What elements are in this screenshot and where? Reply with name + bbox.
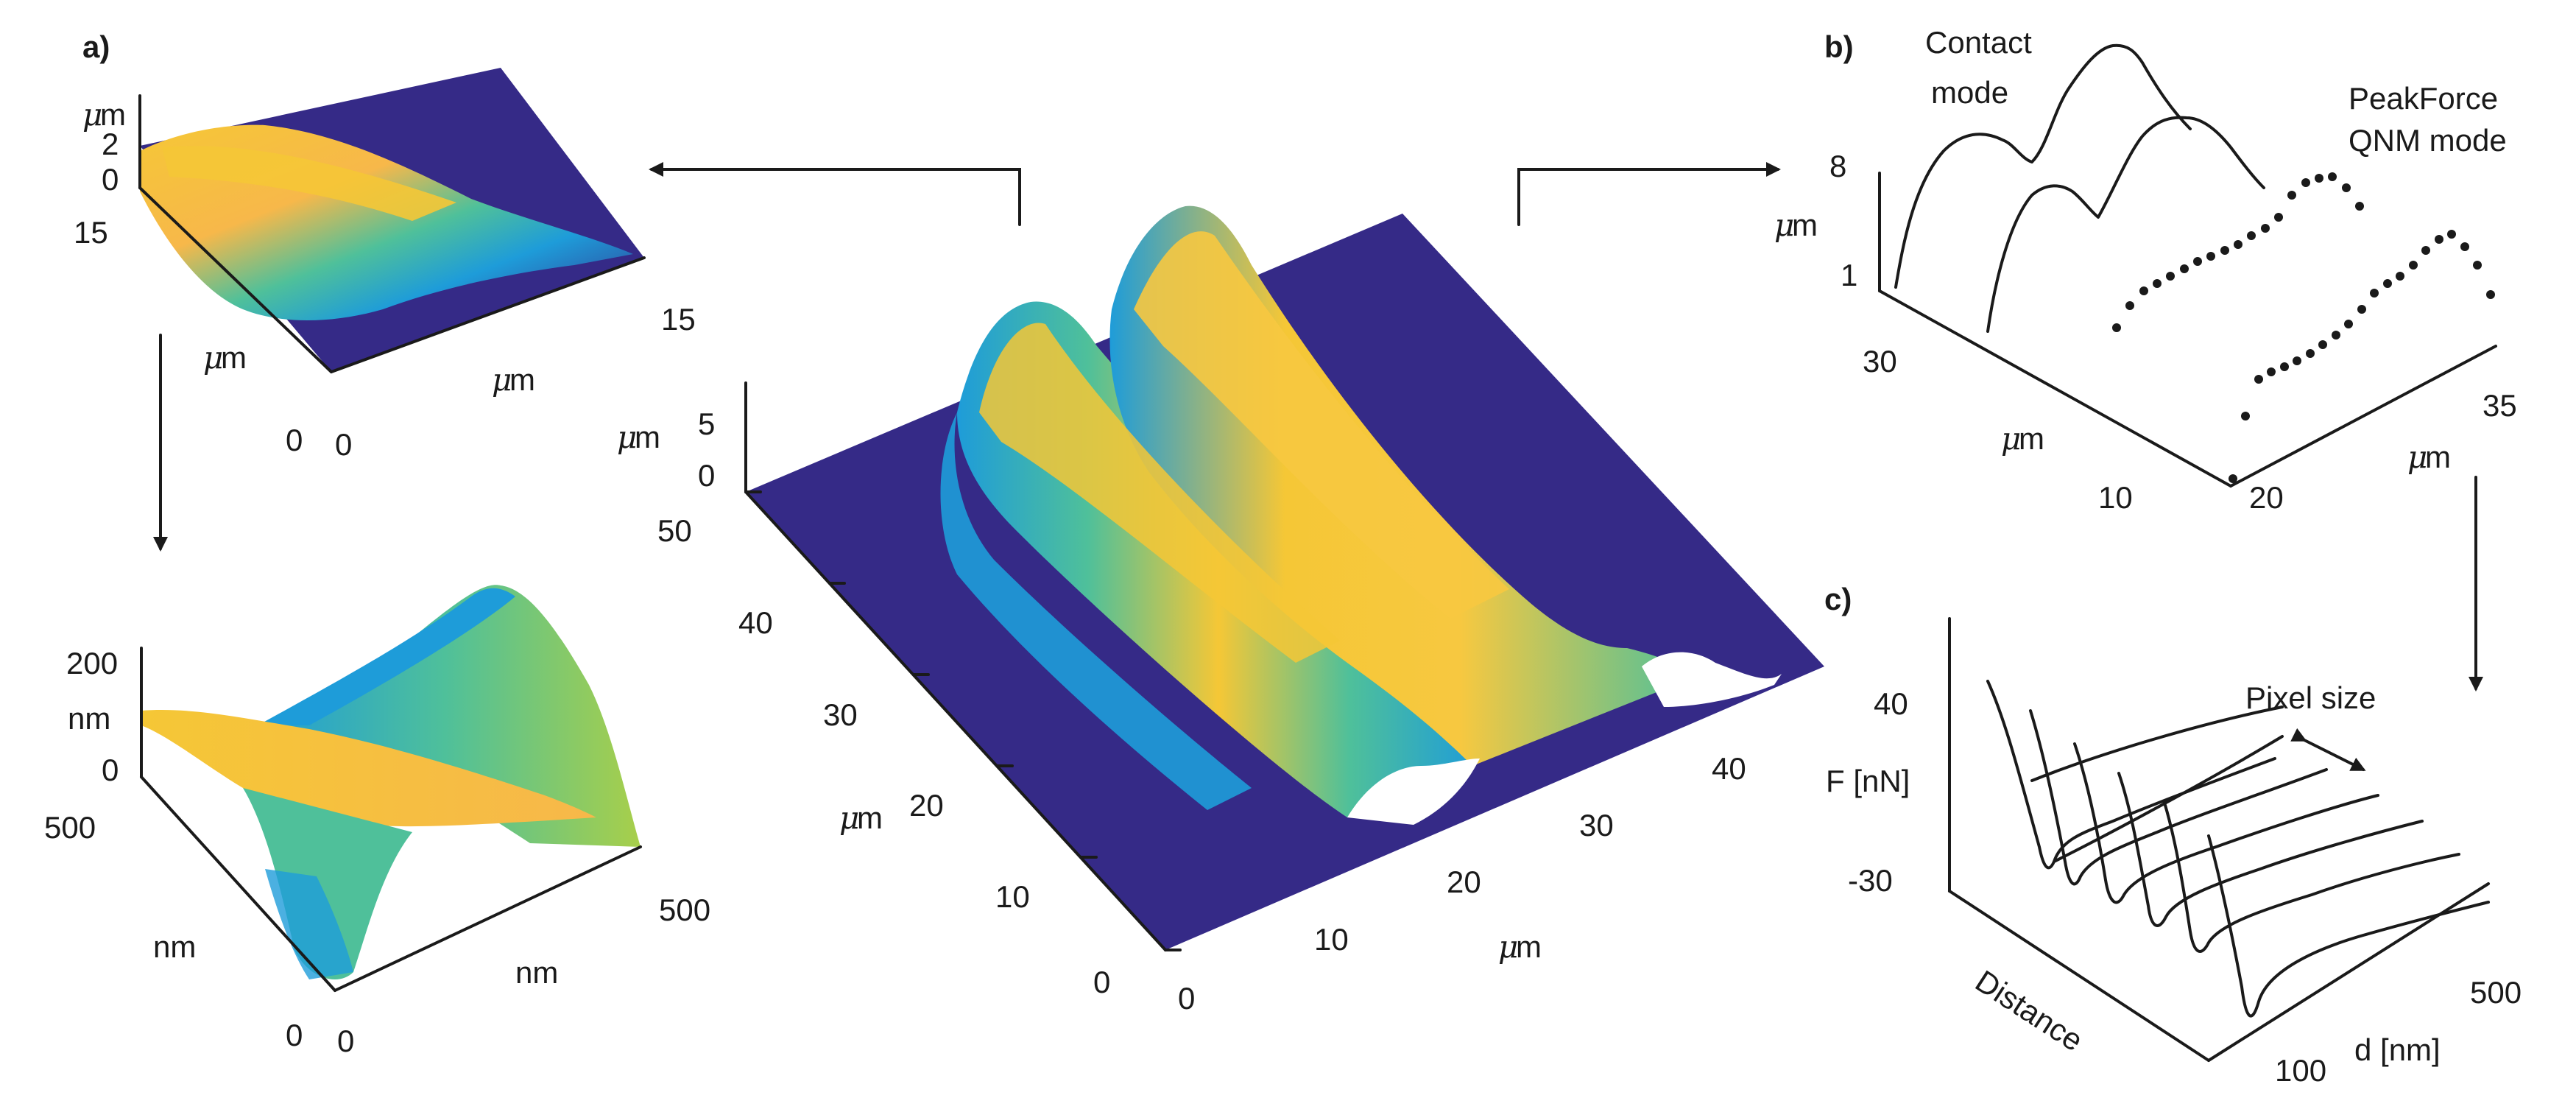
panel-a-top-y-tick: 15 <box>74 215 108 250</box>
panel-c-force-curve <box>2073 742 2379 904</box>
center-x-micro: μ <box>1498 929 1518 965</box>
panel-b-x-axis <box>2229 345 2497 488</box>
center-x-tick: 30 <box>1579 808 1614 842</box>
center-y-tick: 50 <box>657 513 692 548</box>
panel-a-top-z-tick: 2 <box>102 127 119 161</box>
center-x-unit: m <box>1516 929 1542 964</box>
panel-b-x-tick: 35 <box>2483 388 2517 423</box>
panel-b-contact-label-1: Contact <box>1925 25 2032 60</box>
center-x-tick: 40 <box>1712 751 1746 786</box>
center-y-tick: 20 <box>909 788 944 823</box>
panel-a-bottom-x-tick: 0 <box>337 1024 354 1058</box>
panel-a-top-y-micro: μ <box>203 339 223 376</box>
panel-c-x-label: d [nm] <box>2354 1032 2441 1067</box>
panel-b-qnm-label-1: PeakForce <box>2349 81 2498 116</box>
panel-b-contact-label-2: mode <box>1931 75 2008 110</box>
panel-c-label: c) <box>1824 582 1852 616</box>
center-y-tick: 40 <box>738 605 773 640</box>
panel-c-force-curve <box>2163 801 2460 953</box>
panel-a-bottom-surface-back <box>250 585 641 847</box>
panel-a-top-x-tick: 0 <box>335 427 352 462</box>
panel-c-force-curve <box>2207 834 2490 1018</box>
panel-c-annotation: Pixel size <box>2245 680 2376 715</box>
panel-a-top-plot: a) μ m 2 0 15 μ m 0 0 μ m 15 <box>74 29 696 462</box>
panel-a-bottom-x-axis <box>334 845 642 992</box>
panel-b-qnm-series-2 <box>2229 230 2495 483</box>
panel-c-connector <box>2053 735 2284 863</box>
panel-a-top-y-unit: m <box>221 340 247 375</box>
panel-b-label: b) <box>1824 29 1854 64</box>
panel-b-y-unit: m <box>2019 421 2044 456</box>
panel-a-top-z-tick: 0 <box>102 162 119 197</box>
center-x-tick: 10 <box>1314 922 1349 957</box>
panel-a-bottom-z-unit: nm <box>68 701 110 736</box>
panel-a-top-x-axis <box>330 256 646 373</box>
panel-c-y-label: F [nN] <box>1826 764 1910 798</box>
center-y-tick: 10 <box>995 879 1030 914</box>
center-y-micro: μ <box>839 800 859 836</box>
panel-a-top-z-micro: μ <box>82 96 102 133</box>
panel-c-pixel-size-arrow <box>2290 728 2366 771</box>
panel-b-contact-curve-1 <box>1894 43 2192 289</box>
panel-b-y-tick: 30 <box>1863 344 1897 379</box>
panel-c-y-tick: -30 <box>1848 863 1893 898</box>
center-z-tick: 0 <box>698 458 715 493</box>
panel-b-qnm-label-2: QNM mode <box>2349 123 2507 158</box>
panel-a-bottom-y-tick: 0 <box>286 1018 303 1052</box>
panel-b-qnm-series-1 <box>2112 172 2364 332</box>
panel-c-y-tick: 40 <box>1874 686 1908 721</box>
panel-a-bottom-z-tick: 200 <box>66 646 118 680</box>
panel-a-top-x-tick: 15 <box>661 302 696 337</box>
panel-a-bottom-x-unit: nm <box>515 955 558 990</box>
panel-b-x-unit: m <box>2425 440 2451 474</box>
panel-a-top-x-unit: m <box>509 362 535 397</box>
center-plot: 5 μ m 0 50 40 30 μ m 20 10 0 0 10 20 μ m… <box>617 205 1824 1016</box>
center-y-tick: 0 <box>1093 965 1110 999</box>
panel-c-force-curve <box>2029 709 2328 886</box>
center-y-unit: m <box>857 800 883 835</box>
panel-b-y-tick: 10 <box>2098 480 2133 515</box>
panel-c-depth-label: Distance <box>1969 963 2089 1058</box>
panel-b-x-tick: 20 <box>2249 480 2284 515</box>
center-x-tick: 20 <box>1447 865 1481 899</box>
panel-c-x-axis <box>2207 882 2490 1062</box>
panel-c-depth-axis <box>1948 890 2210 1062</box>
panel-a-bottom-x-tick: 500 <box>659 893 710 927</box>
panel-a-bottom-y-tick: 500 <box>44 810 96 845</box>
center-y-axis <box>744 490 1167 951</box>
panel-a-bottom-surface-front <box>141 710 596 827</box>
panel-a-bottom-y-axis <box>140 775 336 992</box>
panel-a-bottom-z-tick: 0 <box>102 753 119 787</box>
panel-c-plot: c) 40 F [nN] -30 Pixel size Distance 100… <box>1824 582 2522 1088</box>
center-x-tick: 0 <box>1178 981 1195 1016</box>
arrow-center-to-b <box>1517 162 1781 226</box>
panel-a-top-x-micro: μ <box>492 362 512 398</box>
center-y-tick: 30 <box>823 697 858 732</box>
panel-a-bottom-y-unit: nm <box>153 929 196 964</box>
center-z-micro: μ <box>617 419 637 455</box>
panel-a-top-y-axis <box>138 186 333 373</box>
panel-a-label: a) <box>82 29 110 64</box>
panel-b-y-axis <box>1878 289 2232 488</box>
panel-b-x-micro: μ <box>2407 439 2427 475</box>
panel-c-x-tick: 500 <box>2470 975 2522 1010</box>
panel-c-x-tick: 100 <box>2275 1053 2326 1088</box>
panel-b-z-unit: m <box>1792 208 1818 242</box>
panel-a-top-z-unit: m <box>100 97 126 132</box>
center-z-tick: 5 <box>698 407 715 441</box>
panel-c-force-curve <box>2117 772 2424 927</box>
panel-b-plot: b) Contact mode PeakForce QNM mode 8 μ m… <box>1774 25 2517 515</box>
panel-a-bottom-plot: 200 nm 0 500 nm 0 0 nm 500 <box>44 585 710 1058</box>
panel-a-top-y-tick: 0 <box>286 423 303 457</box>
panel-b-z-tick: 8 <box>1829 149 1846 183</box>
panel-c-connector <box>2030 705 2284 782</box>
panel-b-z-tick: 1 <box>1841 258 1857 292</box>
panel-b-y-micro: μ <box>2001 420 2021 457</box>
panel-b-z-micro: μ <box>1774 207 1794 243</box>
panel-b-contact-curve-2 <box>1986 116 2265 333</box>
center-z-unit: m <box>635 420 660 454</box>
arrow-center-to-a <box>649 162 1021 226</box>
